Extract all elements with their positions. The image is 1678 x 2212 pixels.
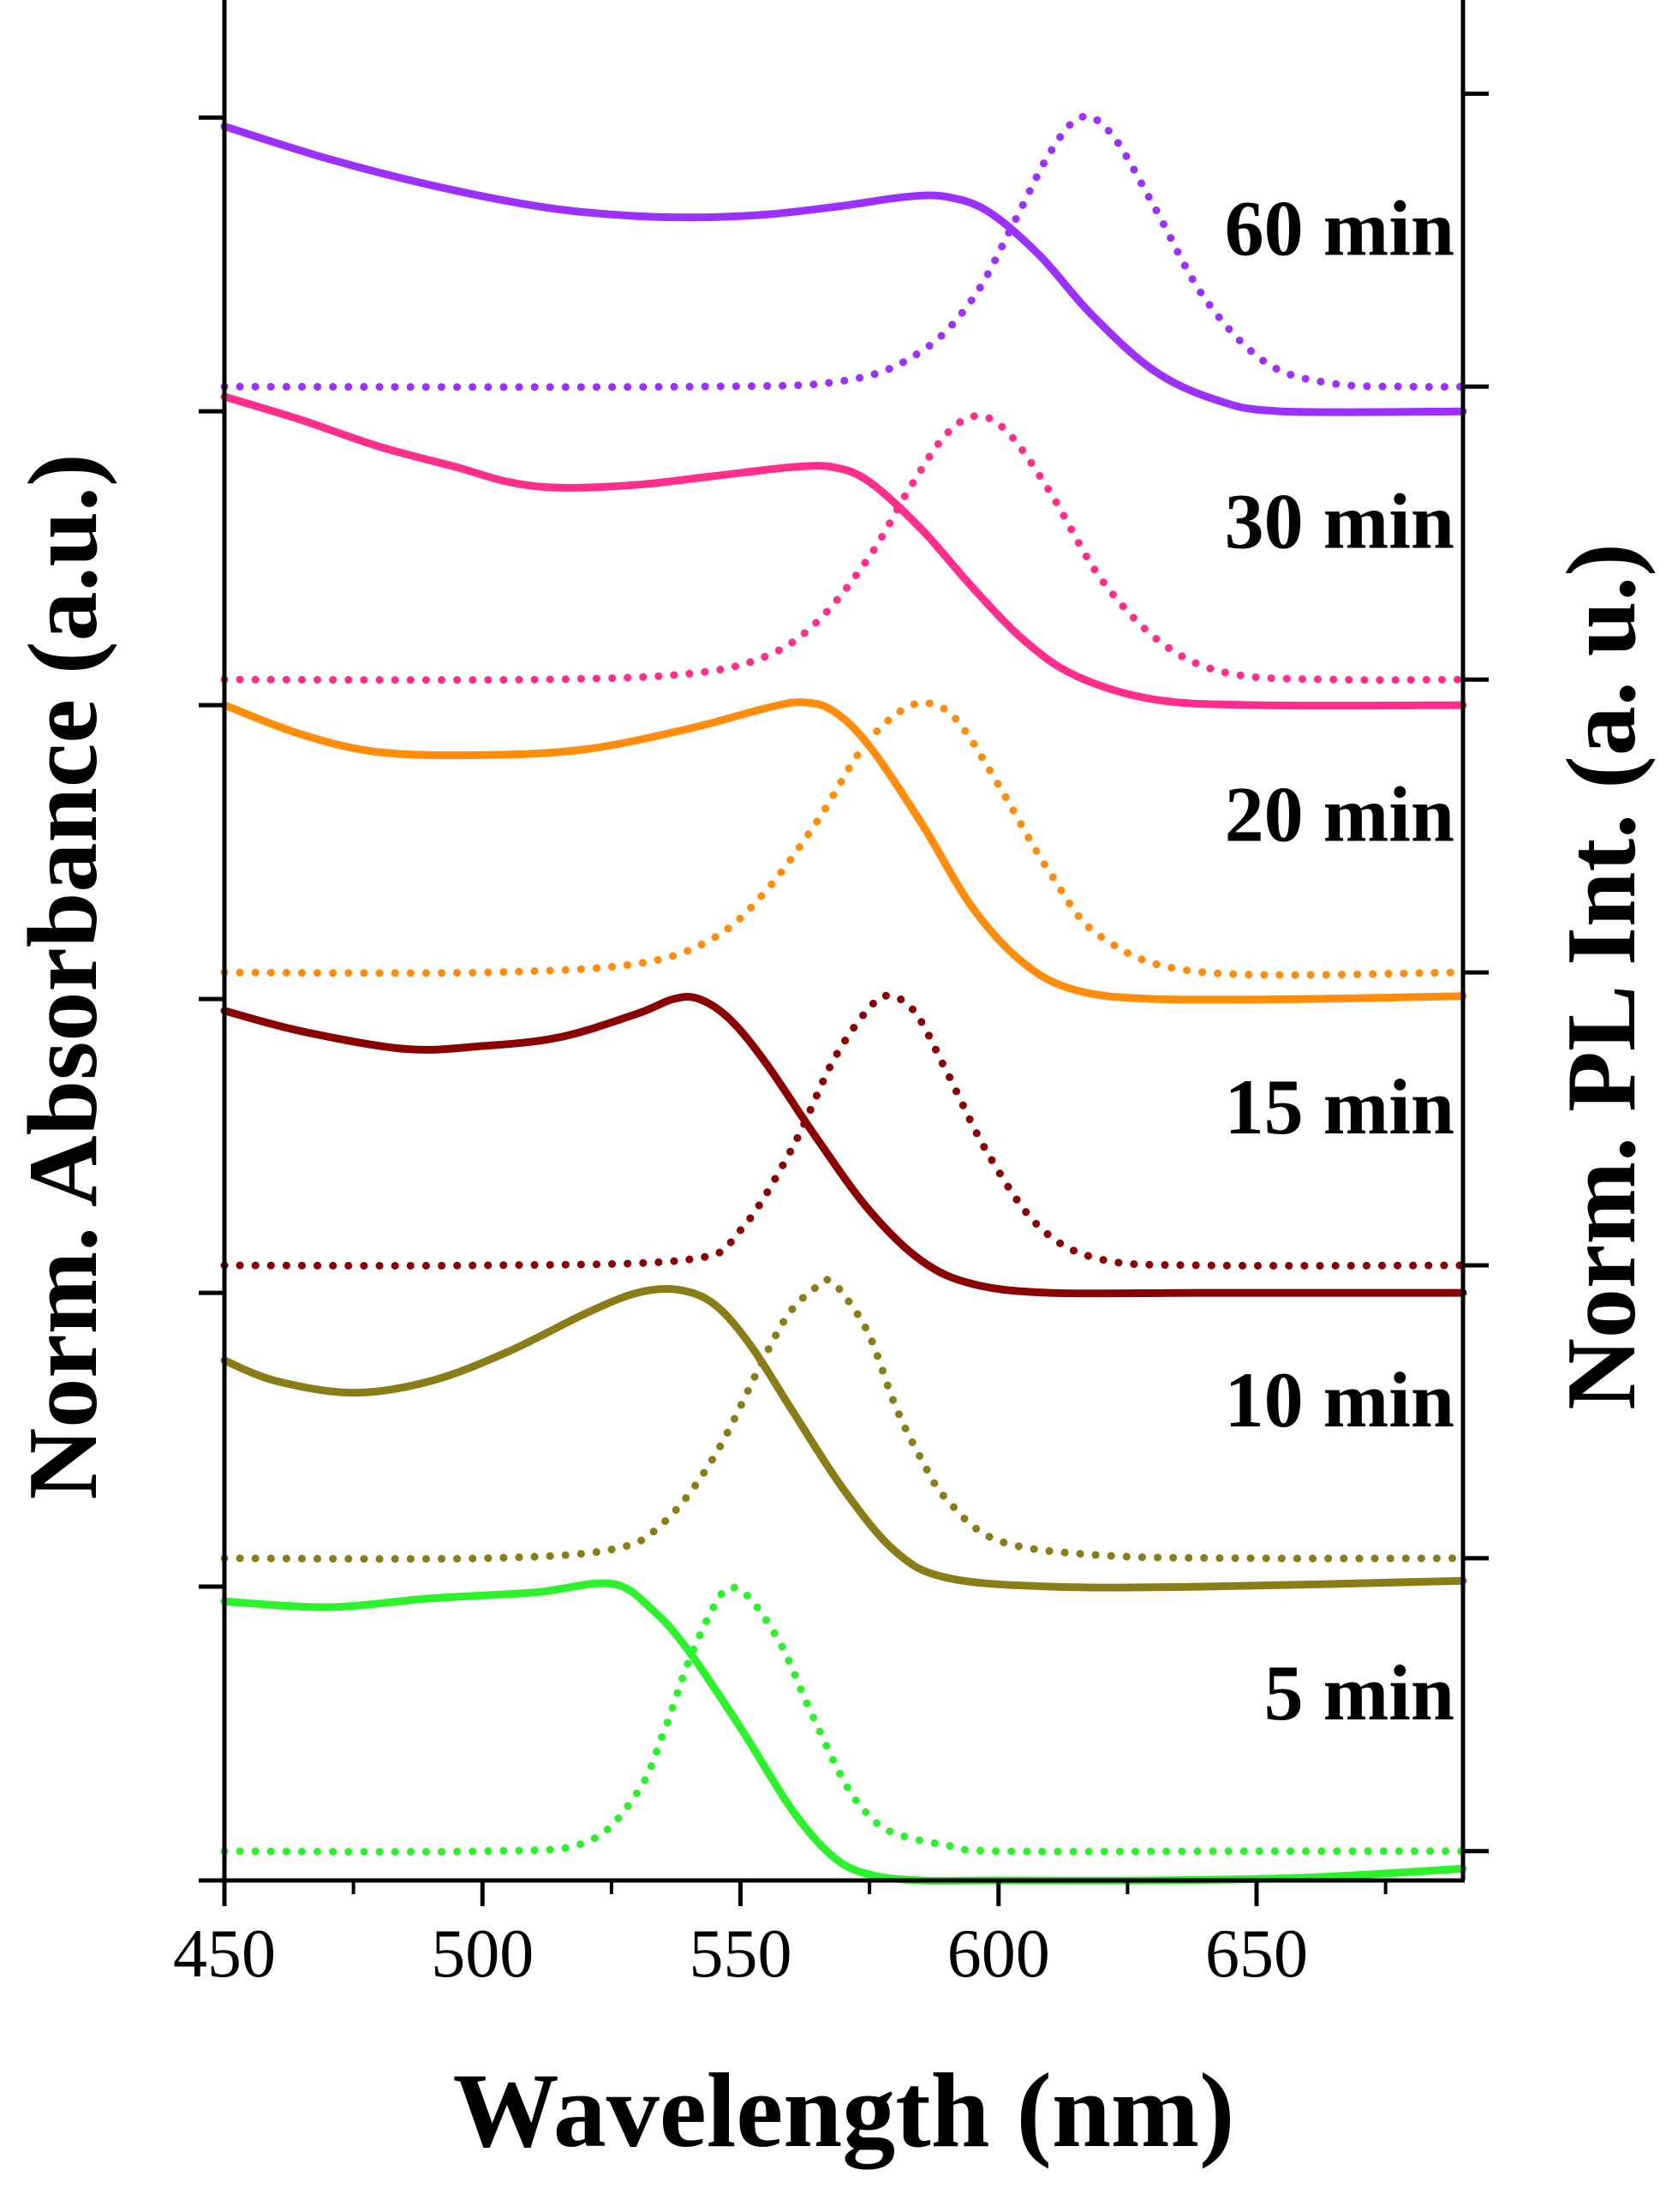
absorbance-line-15-min bbox=[220, 993, 1467, 1298]
absorbance-line-30-min bbox=[220, 392, 1467, 710]
series-layer bbox=[220, 112, 1467, 1885]
pl-line-20-min bbox=[220, 698, 1467, 979]
series-label-20-min: 20 min bbox=[1225, 770, 1454, 858]
y-axis-title-right: Norm. PL Int. (a. u.) bbox=[1547, 543, 1657, 1410]
series-label-30-min: 30 min bbox=[1225, 477, 1454, 565]
series-labels: 5 min 10 min 15 min 20 min 30 min 60 min bbox=[1225, 184, 1454, 1737]
x-tick-label-600: 600 bbox=[947, 1916, 1050, 1992]
pl-line-30-min bbox=[220, 411, 1467, 685]
pl-line-5-min bbox=[220, 1583, 1467, 1856]
absorbance-line-60-min bbox=[220, 123, 1467, 416]
x-tick-label-450: 450 bbox=[173, 1916, 276, 1992]
pl-line-10-min bbox=[220, 1276, 1467, 1563]
x-tick-label-650: 650 bbox=[1205, 1916, 1308, 1992]
absorbance-line-10-min bbox=[220, 1284, 1467, 1592]
x-tick-label-500: 500 bbox=[431, 1916, 534, 1992]
pl-line-60-min bbox=[220, 112, 1467, 392]
series-label-15-min: 15 min bbox=[1225, 1063, 1454, 1151]
pl-line-15-min bbox=[220, 991, 1467, 1270]
series-label-5-min: 5 min bbox=[1264, 1649, 1454, 1737]
x-tick-label-550: 550 bbox=[690, 1916, 792, 1992]
series-label-10-min: 10 min bbox=[1225, 1356, 1454, 1444]
y-axis-title-left: Norm. Absorbance (a.u.) bbox=[9, 453, 118, 1499]
axes: 450 500 550 600 650 bbox=[173, 0, 1489, 1992]
absorbance-line-20-min bbox=[220, 698, 1467, 1004]
x-axis-title: Wavelength (nm) bbox=[453, 2052, 1235, 2170]
series-label-60-min: 60 min bbox=[1225, 184, 1454, 272]
